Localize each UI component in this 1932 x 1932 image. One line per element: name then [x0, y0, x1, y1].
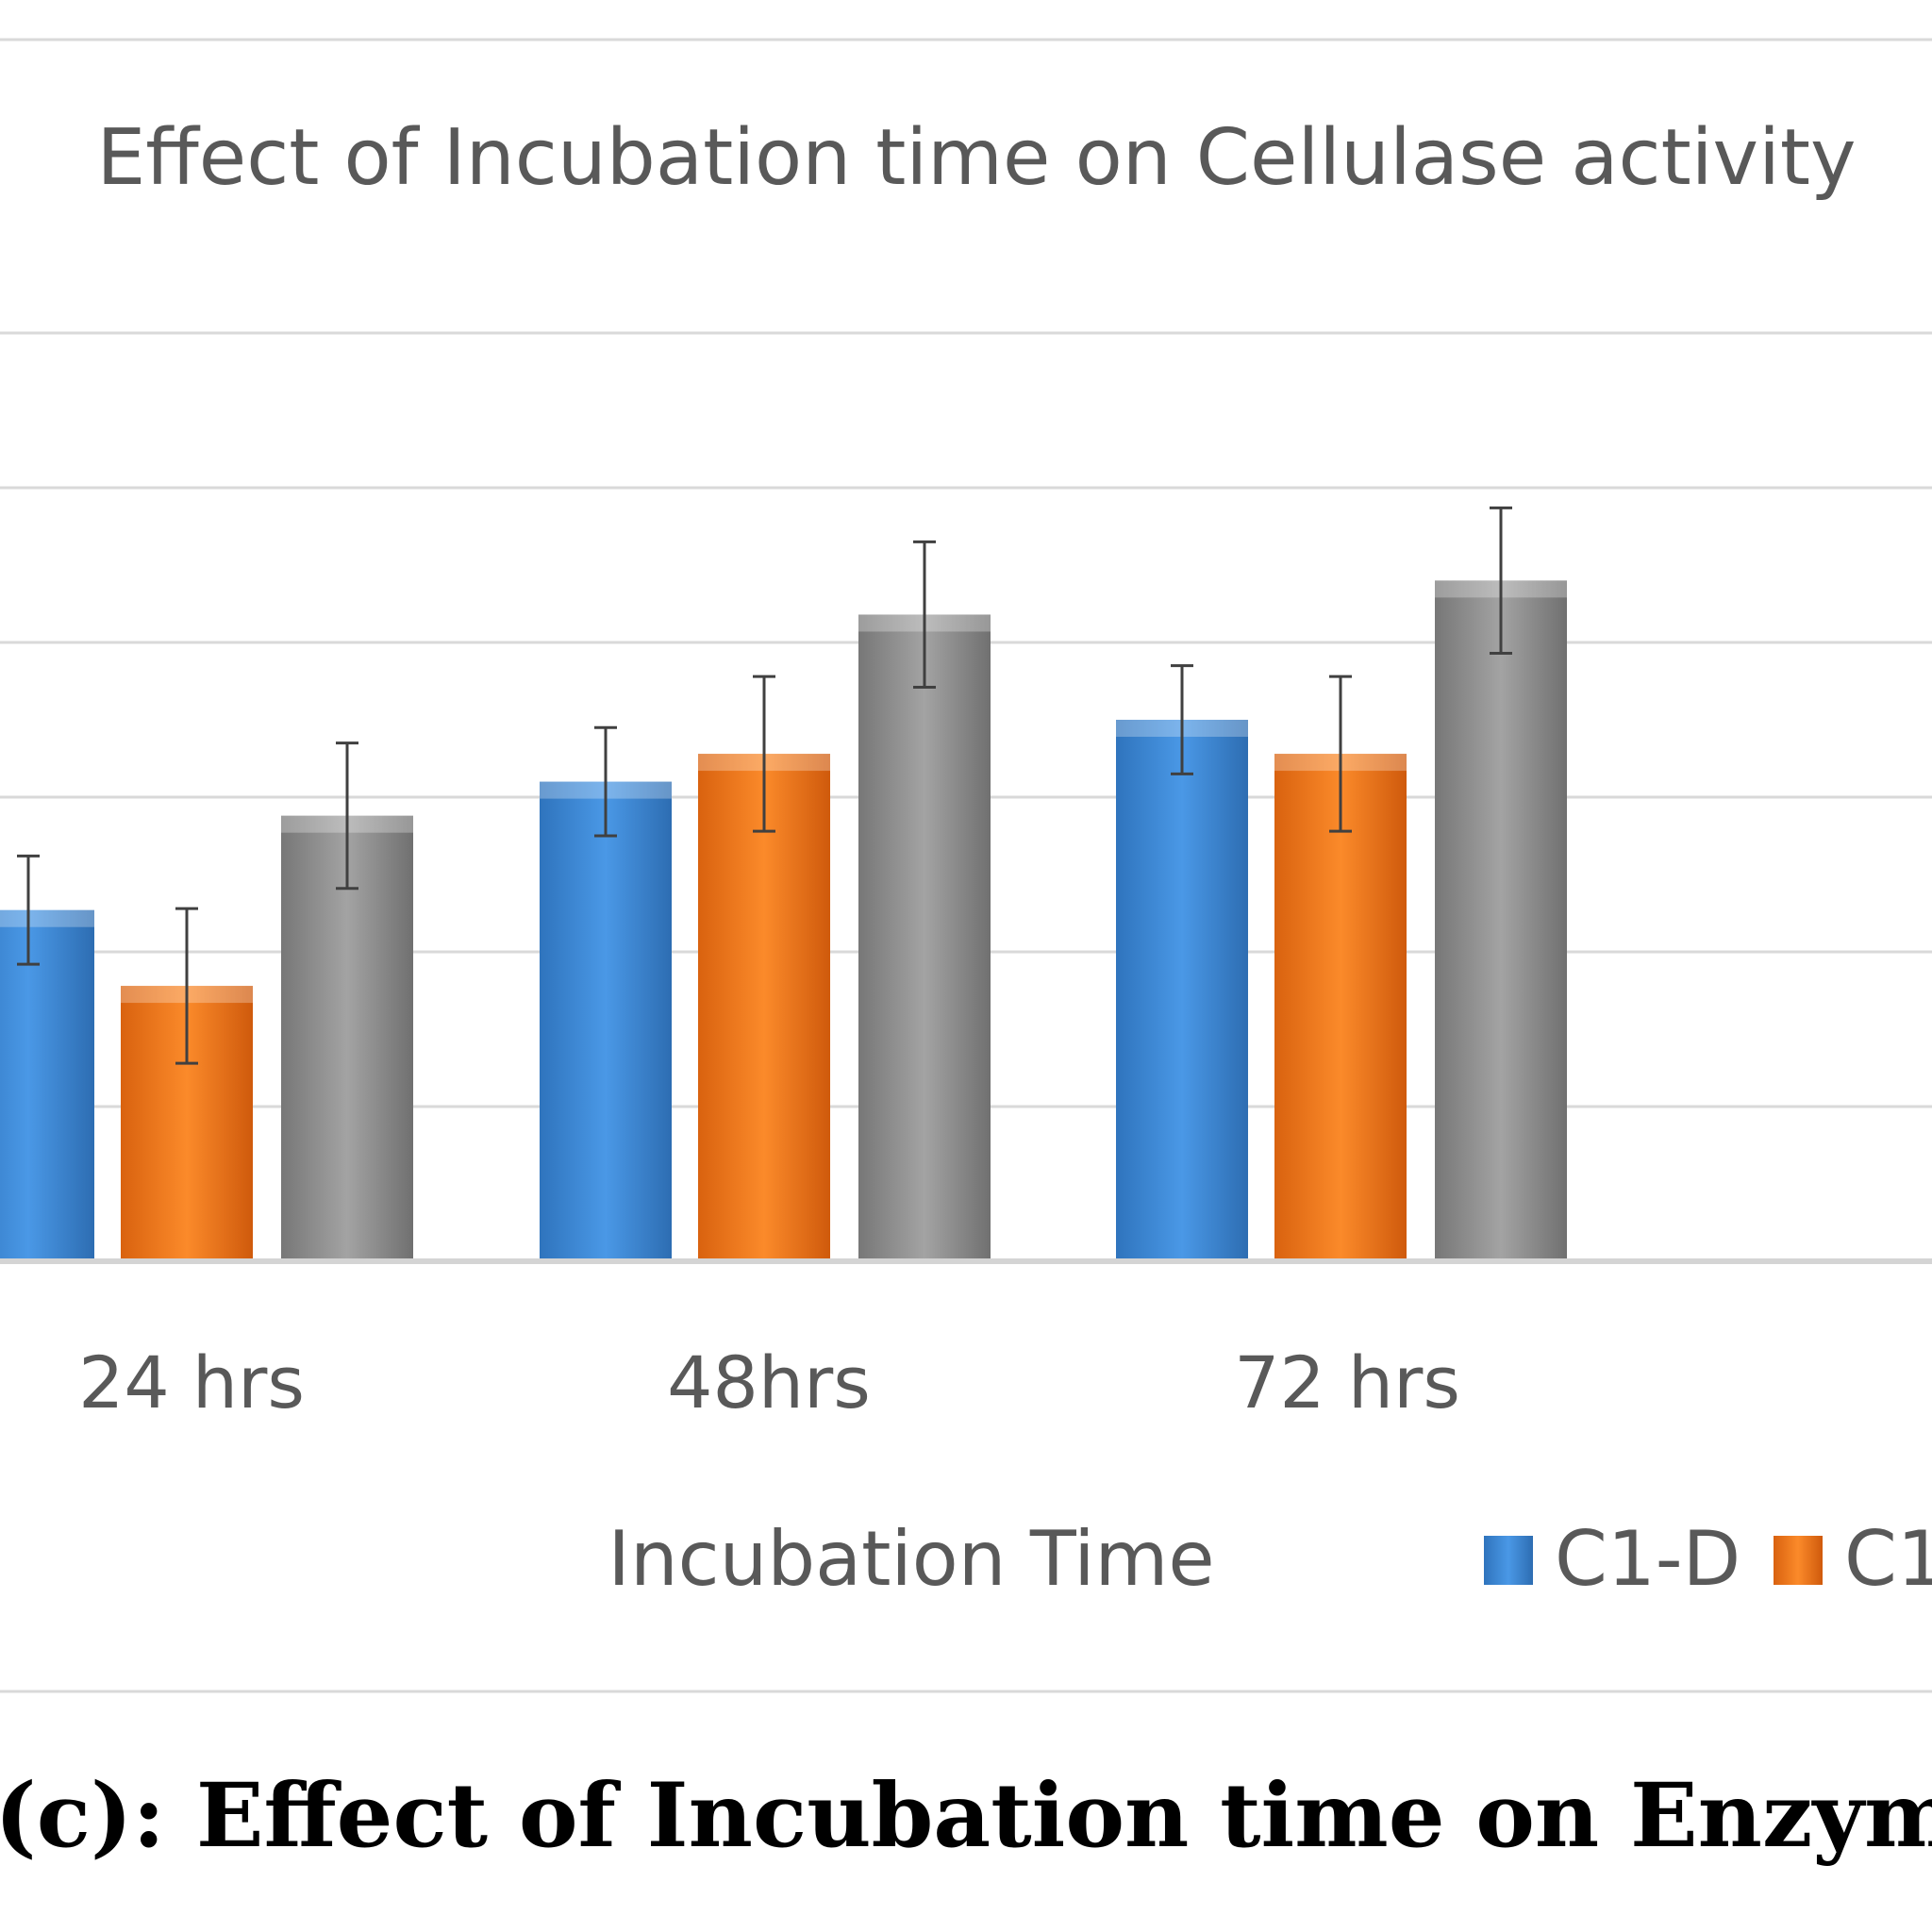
legend-label-c1-d: C1-D: [1555, 1515, 1740, 1603]
bar-3-3: [1435, 580, 1567, 1261]
bar-2-3: [1274, 754, 1407, 1261]
legend-swatch-c1-d: [1484, 1536, 1533, 1585]
legend: C1-D C1: [1484, 1515, 1932, 1603]
category-labels: 24 hrs 48hrs 72 hrs: [78, 1341, 1460, 1424]
bar-2-2: [698, 754, 830, 1261]
bar-1-1: [0, 909, 94, 1261]
legend-item-c1-d: C1-D: [1484, 1515, 1740, 1603]
category-label: 24 hrs: [78, 1341, 305, 1424]
chart-title: Effect of Incubation time on Cellulase a…: [96, 113, 1856, 203]
bar-1-2: [540, 781, 672, 1261]
legend-label-c1: C1: [1844, 1515, 1932, 1603]
bars: [0, 506, 1567, 1261]
legend-item-c1: C1: [1774, 1515, 1932, 1603]
category-label: 48hrs: [667, 1341, 871, 1424]
category-label: 72 hrs: [1234, 1341, 1460, 1424]
bar-bevel: [0, 909, 94, 927]
bar-3-1: [281, 815, 413, 1261]
legend-swatch-c1: [1774, 1536, 1823, 1585]
bar-3-2: [858, 614, 991, 1261]
bar-1-3: [1116, 720, 1248, 1261]
figure-caption: ure 1(c): Effect of Incubation time on E…: [0, 1764, 1932, 1868]
x-axis-title: Incubation Time: [608, 1515, 1214, 1603]
